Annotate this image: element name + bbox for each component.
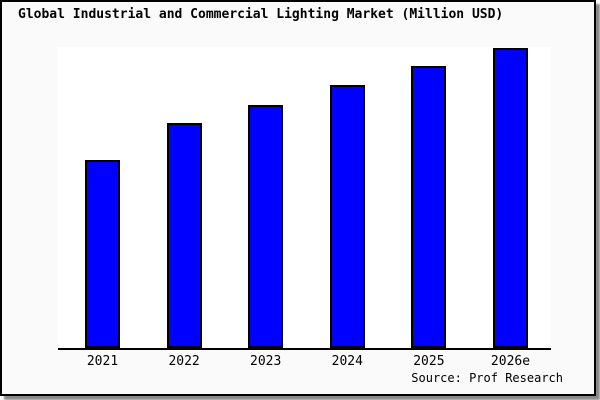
bar-2021 (85, 160, 120, 348)
bar-2024 (329, 85, 365, 348)
chart-title: Global Industrial and Commercial Lightin… (18, 7, 504, 22)
x-tick-label-2022: 2022 (168, 354, 200, 369)
x-tick-label-2023: 2023 (250, 354, 282, 369)
x-tick-label-2025: 2025 (413, 354, 445, 369)
bar-2025 (411, 66, 447, 348)
plot-area (58, 47, 551, 350)
x-tick-label-2026e: 2026e (490, 354, 531, 369)
x-tick-label-2024: 2024 (331, 354, 363, 369)
bar-2026e (493, 48, 528, 348)
bar-2023 (248, 105, 284, 348)
bar-2022 (166, 123, 202, 348)
source-label: Source: Prof Research (411, 371, 563, 385)
x-tick-label-2021: 2021 (86, 354, 119, 369)
